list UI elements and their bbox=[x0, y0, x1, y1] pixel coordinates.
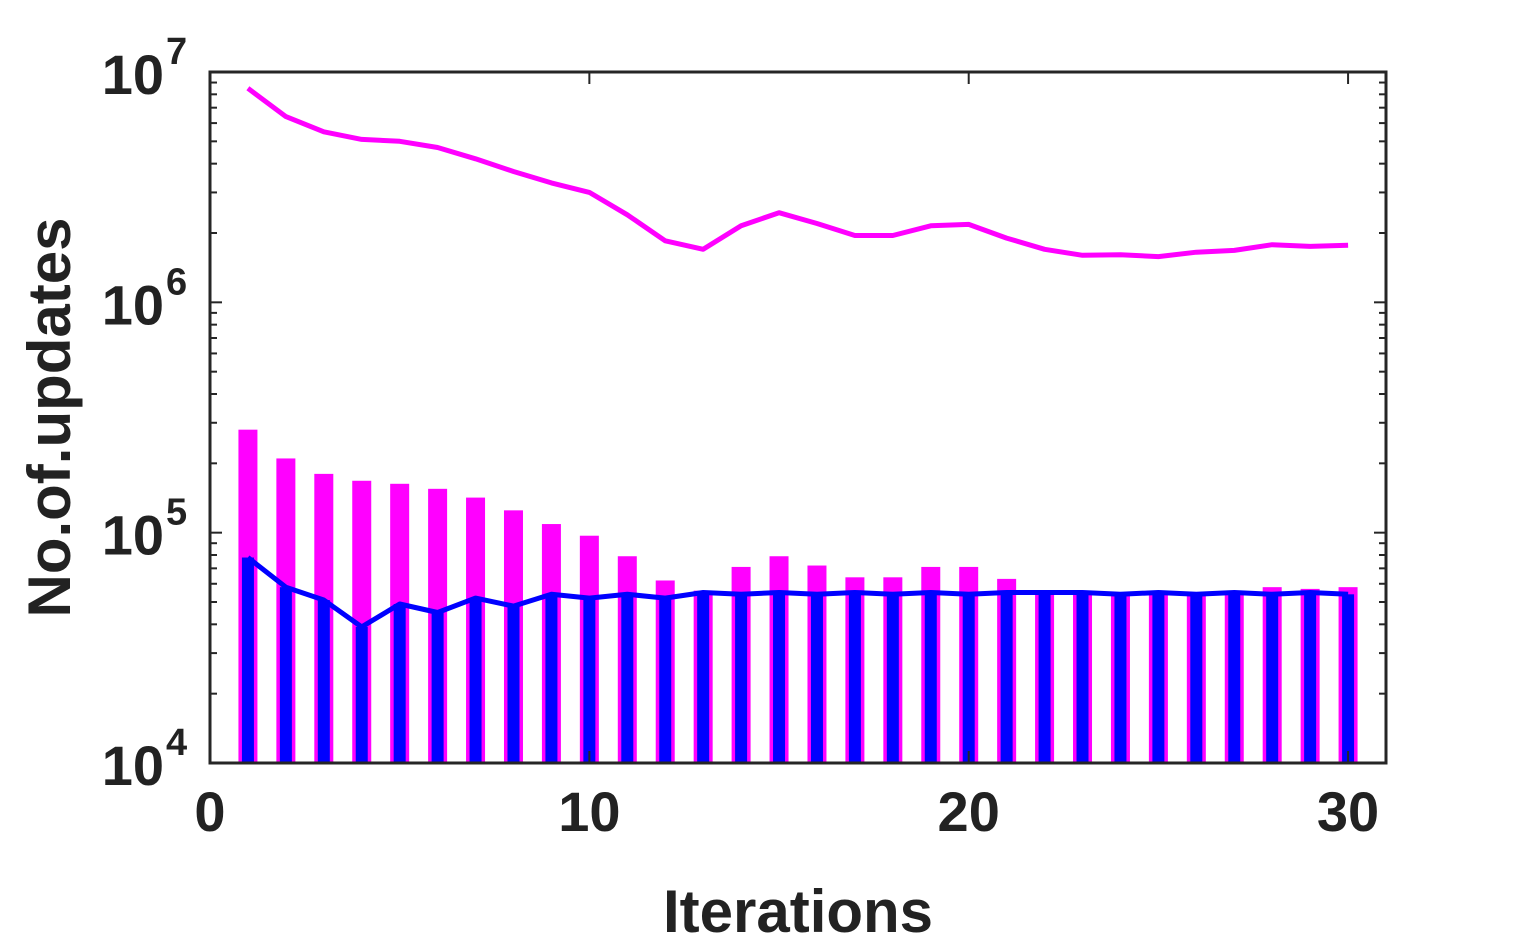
x-tick-labels: 0 10 20 30 bbox=[194, 780, 1379, 843]
y-tick-label-base: 10 bbox=[102, 43, 164, 106]
y-tick-label-exponent: 4 bbox=[166, 722, 187, 764]
bar-series1-3 bbox=[317, 600, 330, 763]
bar-series1-11 bbox=[621, 594, 634, 763]
bar-series1-29 bbox=[1304, 592, 1317, 763]
x-tick-label: 20 bbox=[938, 780, 1000, 843]
bar-series1-22 bbox=[1038, 592, 1051, 763]
bar-series1-13 bbox=[697, 592, 710, 763]
plot-area bbox=[238, 86, 1358, 763]
bar-series1-14 bbox=[735, 594, 748, 763]
bar-series1-17 bbox=[848, 592, 861, 763]
y-tick-label-exponent: 7 bbox=[166, 31, 187, 73]
bar-series1-25 bbox=[1152, 592, 1165, 763]
x-tick-label: 30 bbox=[1317, 780, 1379, 843]
bar-series1-12 bbox=[659, 598, 672, 763]
y-tick-label-base: 10 bbox=[102, 734, 164, 797]
y-tick-label-exponent: 6 bbox=[166, 261, 187, 303]
x-tick-label: 0 bbox=[194, 780, 225, 843]
tick-marks bbox=[209, 71, 1386, 764]
bar-series1-15 bbox=[773, 592, 786, 763]
line-series2 bbox=[246, 86, 1349, 260]
bar-series1-1 bbox=[241, 557, 254, 763]
bar-series1-19 bbox=[924, 592, 937, 763]
bar-series1-27 bbox=[1228, 592, 1241, 763]
y-tick-label-exponent: 5 bbox=[166, 492, 187, 534]
bar-series1-23 bbox=[1076, 592, 1089, 763]
bar-series1-16 bbox=[810, 594, 823, 763]
axes-box bbox=[208, 70, 1388, 765]
bar-series1-5 bbox=[393, 604, 406, 763]
bar-series1-18 bbox=[886, 594, 899, 763]
bar-series1-30 bbox=[1342, 594, 1355, 763]
x-axis-label: Iterations bbox=[663, 878, 933, 945]
bar-series1-20 bbox=[962, 594, 975, 763]
bar-series1-10 bbox=[583, 598, 596, 763]
bar-series1-6 bbox=[431, 612, 444, 763]
bar-series1-28 bbox=[1266, 594, 1279, 763]
y-tick-label-base: 10 bbox=[102, 504, 164, 567]
y-tick-label: 10 5 bbox=[102, 492, 187, 567]
y-tick-label: 10 7 bbox=[102, 31, 187, 106]
y-tick-label: 10 4 bbox=[102, 722, 187, 797]
bar-series1-21 bbox=[1000, 592, 1013, 763]
y-axis-label: No.of.updates bbox=[16, 218, 83, 618]
bar-series1-26 bbox=[1190, 594, 1203, 763]
bar-series1-9 bbox=[545, 594, 558, 763]
x-tick-label: 10 bbox=[558, 780, 620, 843]
bar-series1-2 bbox=[279, 587, 292, 763]
y-tick-label-base: 10 bbox=[102, 273, 164, 336]
bar-series1-7 bbox=[469, 598, 482, 763]
bar-series1-24 bbox=[1114, 594, 1127, 763]
y-tick-label: 10 6 bbox=[102, 261, 187, 336]
bar-series1-4 bbox=[355, 626, 368, 763]
line-series3 bbox=[246, 555, 1349, 630]
bar-series1-8 bbox=[507, 606, 520, 763]
